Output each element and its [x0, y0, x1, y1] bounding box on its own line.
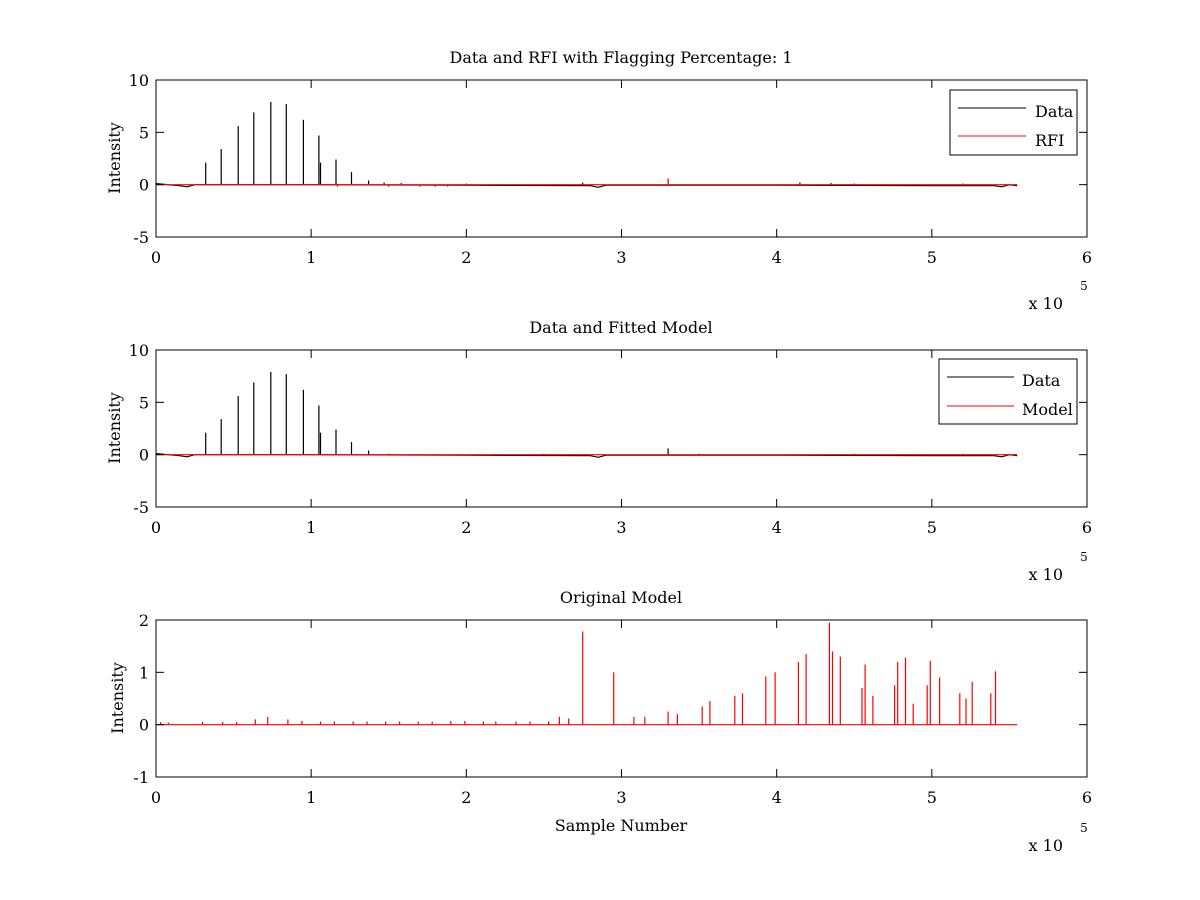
subplot-rfi-exponent-power: 5 [1080, 279, 1088, 293]
x-tick-label: 5 [927, 248, 937, 267]
y-tick-label: 1 [139, 663, 149, 682]
legend-data-label: Data [1035, 102, 1074, 121]
subplot-original-exponent-power: 5 [1080, 821, 1088, 835]
legend-box [938, 358, 1078, 425]
x-tick-label: 6 [1082, 518, 1092, 537]
x-tick-label: 2 [461, 248, 471, 267]
legend-data-label: Data [1022, 371, 1061, 390]
subplot-original-xlabel: Sample Number [555, 816, 688, 835]
x-tick-label: 3 [616, 248, 626, 267]
subplot-rfi-ylabel: Intensity [105, 122, 124, 194]
subplot-fitted-title: Data and Fitted Model [529, 318, 712, 337]
x-tick-label: 1 [306, 248, 316, 267]
y-tick-label: -5 [133, 228, 149, 247]
subplot-original-ylabel: Intensity [108, 662, 127, 734]
series-1 [156, 178, 1018, 187]
x-tick-label: 4 [772, 518, 782, 537]
x-tick-label: 0 [151, 248, 161, 267]
x-tick-label: 6 [1082, 788, 1092, 807]
x-tick-label: 0 [151, 518, 161, 537]
x-tick-label: 2 [461, 788, 471, 807]
subplot-fitted-legend: Data Model [938, 358, 1078, 425]
subplot-original-exponent-label: x 10 [1029, 836, 1063, 855]
series-line [155, 183, 1018, 188]
x-tick-label: 3 [616, 788, 626, 807]
subplot-rfi-title: Data and RFI with Flagging Percentage: 1 [449, 48, 792, 67]
legend-box [949, 89, 1078, 156]
subplot-fitted-exponent-label: x 10 [1029, 565, 1063, 584]
subplot-fitted-ylabel: Intensity [105, 392, 124, 464]
subplot-original-title: Original Model [560, 588, 682, 607]
subplot-fitted: Data and Fitted Model Intensity 0 1 2 3 4 5 6 -… [105, 318, 1092, 584]
subplot-fitted-exponent-power: 5 [1080, 550, 1088, 564]
series-0 [155, 372, 1018, 458]
legend-rfi-label: RFI [1035, 131, 1064, 150]
y-tick-label: 0 [139, 716, 149, 735]
x-tick-label: 1 [306, 788, 316, 807]
y-tick-label: 10 [129, 71, 149, 90]
series-0 [155, 102, 1018, 188]
legend-model-label: Model [1022, 400, 1073, 419]
x-tick-label: 6 [1082, 248, 1092, 267]
series-line [155, 453, 1018, 458]
y-tick-label: 0 [139, 446, 149, 465]
x-tick-label: 5 [927, 518, 937, 537]
subplot-rfi: Data and RFI with Flagging Percentage: 1… [105, 48, 1092, 313]
x-tick-label: 0 [151, 788, 161, 807]
x-tick-label: 4 [772, 788, 782, 807]
y-tick-label: -5 [133, 498, 149, 517]
y-tick-label: 5 [139, 393, 149, 412]
y-tick-label: 0 [139, 176, 149, 195]
subplot-rfi-legend: Data RFI [949, 89, 1078, 156]
y-tick-label: -1 [133, 768, 149, 787]
y-tick-label: 5 [139, 123, 149, 142]
x-tick-label: 4 [772, 248, 782, 267]
x-tick-label: 1 [306, 518, 316, 537]
series-0 [156, 622, 1018, 726]
series-1 [156, 453, 1018, 456]
y-tick-label: 10 [129, 341, 149, 360]
x-tick-label: 3 [616, 518, 626, 537]
x-tick-label: 5 [927, 788, 937, 807]
y-tick-label: 2 [139, 611, 149, 630]
subplot-rfi-exponent-label: x 10 [1029, 294, 1063, 313]
x-tick-label: 2 [461, 518, 471, 537]
